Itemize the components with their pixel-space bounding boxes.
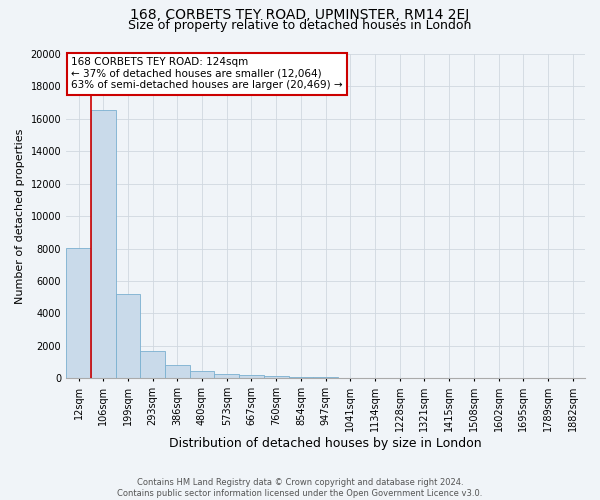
Bar bbox=[264, 376, 289, 378]
Bar bbox=[140, 350, 165, 378]
Bar bbox=[66, 248, 91, 378]
Y-axis label: Number of detached properties: Number of detached properties bbox=[15, 128, 25, 304]
Text: Size of property relative to detached houses in London: Size of property relative to detached ho… bbox=[128, 18, 472, 32]
Text: 168, CORBETS TEY ROAD, UPMINSTER, RM14 2EJ: 168, CORBETS TEY ROAD, UPMINSTER, RM14 2… bbox=[130, 8, 470, 22]
Bar bbox=[239, 376, 264, 378]
Text: 168 CORBETS TEY ROAD: 124sqm
← 37% of detached houses are smaller (12,064)
63% o: 168 CORBETS TEY ROAD: 124sqm ← 37% of de… bbox=[71, 57, 343, 90]
Text: Contains HM Land Registry data © Crown copyright and database right 2024.
Contai: Contains HM Land Registry data © Crown c… bbox=[118, 478, 482, 498]
X-axis label: Distribution of detached houses by size in London: Distribution of detached houses by size … bbox=[169, 437, 482, 450]
Bar bbox=[289, 377, 313, 378]
Bar bbox=[165, 366, 190, 378]
Bar bbox=[190, 371, 214, 378]
Bar bbox=[116, 294, 140, 378]
Bar bbox=[214, 374, 239, 378]
Bar bbox=[91, 110, 116, 378]
